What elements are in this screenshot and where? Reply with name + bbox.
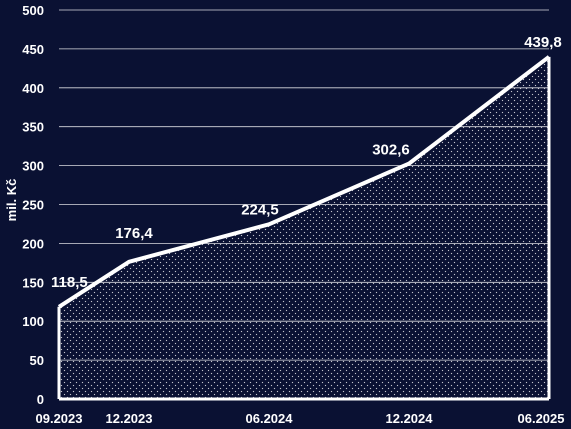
y-axis-ticks: 0 50 100 150 200 250 300 350 400 450 500 (22, 3, 44, 407)
data-label: 439,8 (524, 34, 562, 51)
data-labels: 118,5 176,4 224,5 302,6 439,8 (51, 34, 562, 291)
x-tick-label: 09.2023 (36, 411, 83, 426)
data-label: 118,5 (51, 274, 88, 291)
x-tick-label: 06.2025 (518, 411, 565, 426)
y-tick-label: 450 (22, 42, 44, 57)
y-tick-label: 0 (37, 392, 44, 407)
y-tick-label: 100 (22, 314, 44, 329)
y-tick-label: 300 (22, 159, 44, 174)
series-line (57, 55, 551, 309)
y-tick-label: 150 (22, 275, 44, 290)
y-tick-label: 200 (22, 236, 44, 251)
y-tick-label: 250 (22, 198, 44, 213)
y-tick-label: 350 (22, 120, 44, 135)
x-tick-label: 12.2023 (106, 411, 153, 426)
data-label: 302,6 (372, 142, 410, 159)
data-label: 224,5 (241, 201, 279, 218)
x-tick-label: 12.2024 (386, 411, 434, 426)
data-label: 176,4 (115, 225, 153, 242)
x-axis-ticks: 09.2023 12.2023 06.2024 12.2024 06.2025 (36, 411, 565, 426)
y-tick-label: 400 (22, 81, 44, 96)
x-tick-label: 06.2024 (246, 411, 294, 426)
y-tick-label: 50 (30, 353, 44, 368)
y-tick-label: 500 (22, 3, 44, 18)
y-axis-label: mil. Kč (4, 179, 19, 222)
area-fill (59, 56, 549, 400)
